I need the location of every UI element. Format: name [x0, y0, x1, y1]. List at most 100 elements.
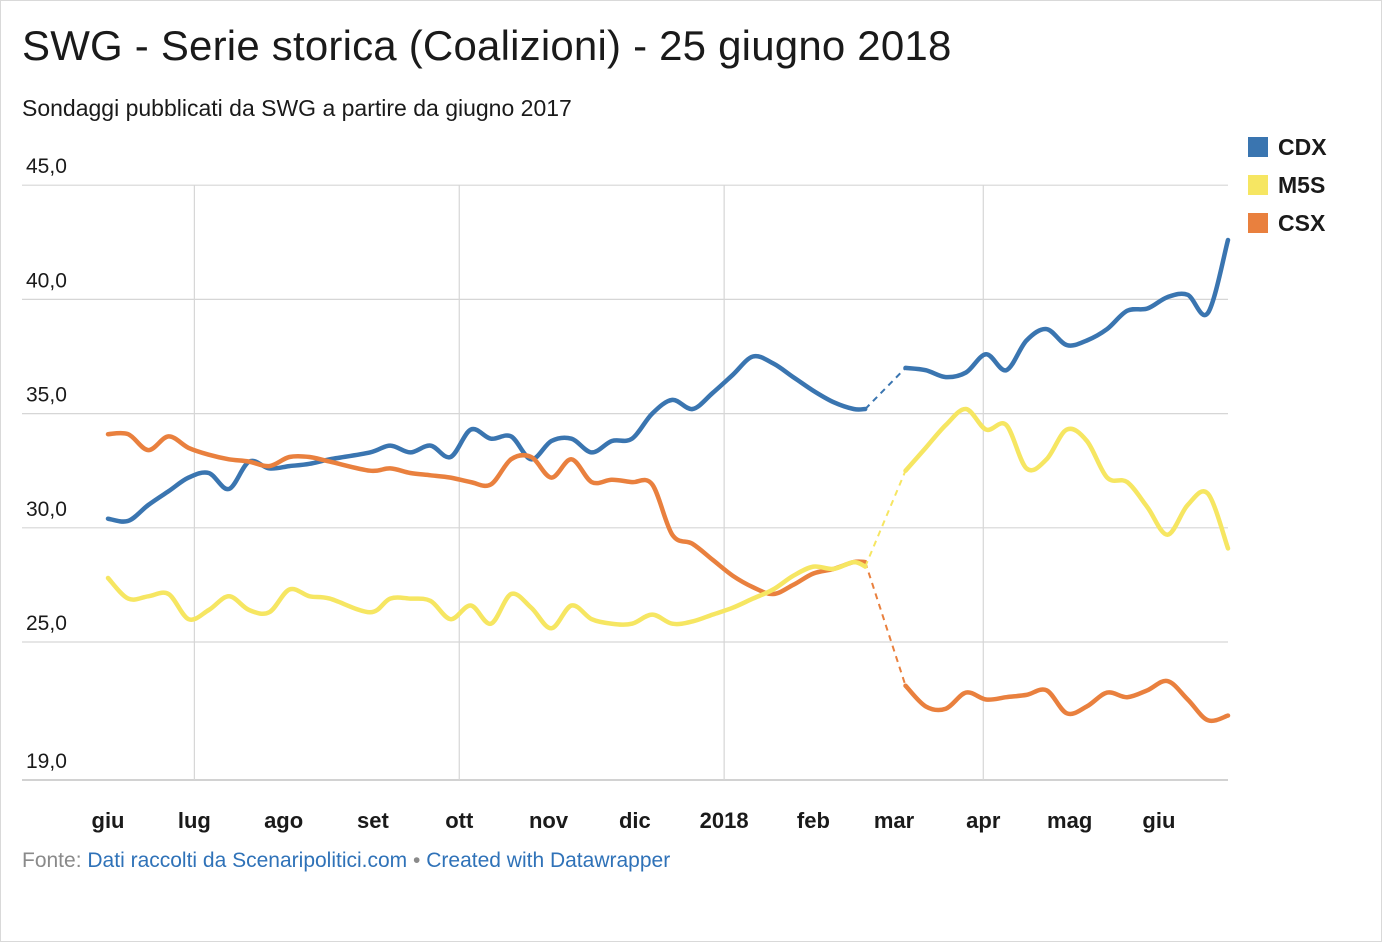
- series-lines: [105, 237, 1231, 724]
- data-point-cdx: [924, 368, 928, 372]
- data-point-m5s: [328, 597, 332, 601]
- data-point-cdx: [1065, 343, 1069, 347]
- data-point-csx: [1085, 704, 1089, 708]
- legend-swatch-m5s: [1248, 175, 1268, 195]
- x-axis-tick-labels: giu lug ago set ott nov dic 2018 feb mar apr mag giu: [92, 808, 1176, 833]
- data-point-m5s: [1125, 480, 1129, 484]
- data-point-csx: [1206, 718, 1210, 722]
- data-point-cdx: [1085, 339, 1089, 343]
- data-point-m5s: [630, 622, 634, 626]
- data-point-cdx: [449, 455, 453, 459]
- data-point-csx: [630, 480, 634, 484]
- data-point-cdx: [308, 462, 312, 466]
- data-point-csx: [106, 432, 110, 436]
- x-tick-label: feb: [797, 808, 830, 833]
- y-tick-label: 40,0: [26, 269, 67, 292]
- data-point-csx: [711, 558, 715, 562]
- source-link[interactable]: Dati raccolti da Scenaripolitici.com: [87, 849, 408, 872]
- data-point-m5s: [1024, 466, 1028, 470]
- data-point-m5s: [449, 617, 453, 621]
- data-point-m5s: [832, 567, 836, 571]
- datawrapper-link[interactable]: Created with Datawrapper: [426, 849, 671, 872]
- data-point-csx: [207, 453, 211, 457]
- data-point-m5s: [711, 613, 715, 617]
- data-point-csx: [1105, 691, 1109, 695]
- data-point-cdx: [146, 503, 150, 507]
- data-point-cdx: [1125, 309, 1129, 313]
- footer-separator: •: [413, 849, 421, 872]
- chart-subtitle: Sondaggi pubblicati da SWG a partire da …: [22, 95, 572, 121]
- series-line-cdx: [105, 353, 868, 524]
- data-point-csx: [187, 446, 191, 450]
- legend-item-m5s[interactable]: M5S: [1248, 166, 1327, 204]
- data-point-cdx: [964, 370, 968, 374]
- data-point-m5s: [1085, 439, 1089, 443]
- data-point-cdx: [106, 517, 110, 521]
- data-point-csx: [570, 457, 574, 461]
- data-point-m5s: [106, 576, 110, 580]
- x-tick-label: dic: [619, 808, 651, 833]
- data-point-m5s: [509, 592, 513, 596]
- data-point-cdx: [1045, 327, 1049, 331]
- data-point-cdx: [207, 471, 211, 475]
- data-point-cdx: [731, 373, 735, 377]
- data-point-m5s: [287, 587, 291, 591]
- data-point-cdx: [832, 400, 836, 404]
- data-point-m5s: [771, 587, 775, 591]
- legend-item-cdx[interactable]: CDX: [1248, 128, 1327, 166]
- data-point-m5s: [590, 617, 594, 621]
- data-point-m5s: [368, 610, 372, 614]
- data-point-m5s: [852, 560, 856, 564]
- x-tick-label: nov: [529, 808, 569, 833]
- data-point-csx: [449, 476, 453, 480]
- legend-item-csx[interactable]: CSX: [1248, 204, 1327, 242]
- data-point-m5s: [670, 622, 674, 626]
- data-point-csx: [731, 574, 735, 578]
- data-point-csx: [1226, 714, 1230, 718]
- data-point-cdx: [1024, 339, 1028, 343]
- series-line-cdx: [903, 237, 1231, 380]
- data-point-csx: [944, 707, 948, 711]
- data-point-csx: [408, 471, 412, 475]
- data-point-cdx: [1206, 311, 1210, 315]
- data-point-m5s: [1186, 503, 1190, 507]
- y-tick-label: 45,0: [26, 155, 67, 178]
- data-point-m5s: [944, 423, 948, 427]
- data-point-cdx: [610, 439, 614, 443]
- chart-footer: Fonte: Dati raccolti da Scenaripolitici.…: [22, 849, 670, 873]
- data-point-cdx: [751, 355, 755, 359]
- data-point-m5s: [1045, 457, 1049, 461]
- data-point-csx: [670, 533, 674, 537]
- data-point-m5s: [904, 469, 908, 473]
- data-point-csx: [308, 455, 312, 459]
- y-tick-label: 19,0: [26, 750, 67, 773]
- x-tick-label: giu: [92, 808, 125, 833]
- data-point-m5s: [984, 428, 988, 432]
- data-point-cdx: [863, 407, 867, 411]
- data-point-m5s: [1065, 428, 1069, 432]
- y-tick-label: 30,0: [26, 498, 67, 521]
- data-point-m5s: [1105, 476, 1109, 480]
- data-point-csx: [590, 480, 594, 484]
- data-point-csx: [1024, 693, 1028, 697]
- data-point-csx: [388, 466, 392, 470]
- data-point-m5s: [690, 619, 694, 623]
- data-point-m5s: [227, 594, 231, 598]
- data-point-m5s: [489, 622, 493, 626]
- data-point-csx: [751, 585, 755, 589]
- data-point-cdx: [771, 361, 775, 365]
- data-point-cdx: [690, 407, 694, 411]
- x-tick-label: 2018: [700, 808, 749, 833]
- data-point-csx: [650, 482, 654, 486]
- data-point-m5s: [863, 565, 867, 569]
- data-point-csx: [146, 448, 150, 452]
- data-point-csx: [1186, 698, 1190, 702]
- data-point-cdx: [852, 407, 856, 411]
- data-point-csx: [610, 478, 614, 482]
- data-point-cdx: [1145, 307, 1149, 311]
- data-point-m5s: [924, 446, 928, 450]
- data-point-csx: [247, 460, 251, 464]
- data-point-cdx: [227, 487, 231, 491]
- data-point-cdx: [630, 437, 634, 441]
